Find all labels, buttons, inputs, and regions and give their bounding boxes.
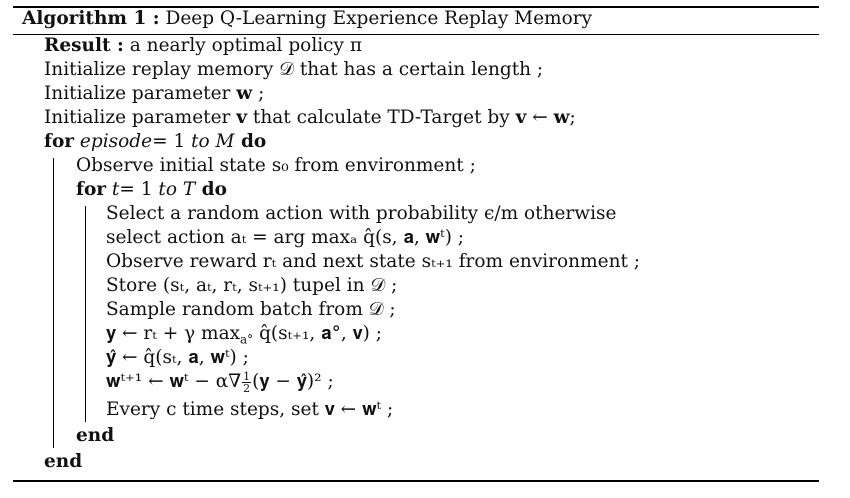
store-line: Store (sₜ, aₜ, rₜ, sₜ₊₁) tupel in 𝒟 ;: [106, 275, 398, 296]
fraction-numerator: 1: [242, 369, 252, 383]
end-outer-line: end: [44, 450, 82, 474]
algorithm-label: Algorithm 1 :: [22, 8, 160, 29]
top-rule: [13, 6, 819, 8]
fraction-denominator: 2: [243, 381, 251, 395]
init-memory-line: Initialize replay memory 𝒟 that has a ce…: [44, 59, 544, 80]
episode-to: to M: [191, 131, 235, 152]
t-eq: = 1: [119, 179, 159, 200]
observe-reward-line: Observe reward rₜ and next state sₜ₊₁ fr…: [106, 251, 641, 272]
algorithm-title: Algorithm 1 : Deep Q-Learning Experience…: [22, 7, 592, 31]
w-update-rest: (𝐲 − 𝐲̂)² ;: [252, 371, 334, 392]
episode-var: episode: [74, 131, 153, 152]
w-update-line: 𝐰ᵗ⁺¹ ← 𝐰ᵗ − α∇ 1 2 (𝐲 − 𝐲̂)² ;: [106, 370, 334, 394]
init-w-end: ;: [252, 83, 265, 104]
for-keyword: for: [44, 131, 75, 152]
step-block-bar: [85, 206, 86, 422]
y-update-rest: q̂(sₜ₊₁, 𝐚°, 𝐯) ;: [253, 323, 382, 344]
init-v-var: v: [236, 107, 248, 128]
for-episode-line: for episode= 1 to M do: [44, 130, 266, 154]
t-var: t: [106, 179, 120, 200]
yhat-update-line: 𝐲̂ ← q̂(sₜ, 𝐚, 𝐰ᵗ) ;: [106, 347, 249, 368]
every-c-line: Every c time steps, set 𝐯 ← 𝐰ᵗ ;: [106, 399, 394, 420]
observe-initial-line: Observe initial state s₀ from environmen…: [76, 155, 476, 176]
result-line: Result : a nearly optimal policy π: [44, 34, 362, 58]
do-t-keyword: do: [195, 179, 227, 200]
init-v-expr-a: v: [515, 107, 527, 128]
do-keyword: do: [234, 131, 267, 152]
init-v-mid: that calculate TD-Target by: [247, 107, 516, 128]
init-v-text: Initialize parameter: [44, 107, 237, 128]
bottom-rule: [13, 480, 819, 482]
y-update-sub: a°: [240, 332, 254, 347]
y-update-line: 𝐲 ← rₜ + γ maxa° q̂(sₜ₊₁, 𝐚°, 𝐯) ;: [106, 322, 382, 346]
init-v-expr-b: w: [553, 107, 570, 128]
init-v-line: Initialize parameter v that calculate TD…: [44, 106, 576, 130]
result-keyword: Result :: [44, 35, 124, 56]
init-w-line: Initialize parameter w ;: [44, 82, 264, 106]
init-v-end: ;: [569, 107, 576, 128]
algorithm-name: Deep Q-Learning Experience Replay Memory: [165, 8, 593, 29]
select-random-line: Select a random action with probability …: [106, 203, 617, 224]
sample-line: Sample random batch from 𝒟 ;: [106, 299, 396, 320]
end-inner-keyword: end: [76, 425, 115, 446]
end-inner-line: end: [76, 424, 114, 448]
for-t-line: for t= 1 to T do: [76, 178, 227, 202]
episode-block-bar: [53, 158, 54, 448]
init-w-text: Initialize parameter: [44, 83, 237, 104]
init-w-var: w: [236, 83, 253, 104]
t-to: to T: [158, 179, 196, 200]
y-update-text: 𝐲 ← rₜ + γ max: [106, 323, 241, 344]
end-outer-keyword: end: [44, 451, 83, 472]
w-update-text: 𝐰ᵗ⁺¹ ← 𝐰ᵗ − α∇: [106, 371, 242, 392]
init-v-arrow: ←: [526, 107, 554, 128]
for-t-keyword: for: [76, 179, 107, 200]
select-action-line: select action aₜ = arg maxₐ q̂(s, 𝐚, 𝐰ᵗ)…: [106, 227, 465, 248]
result-text: a nearly optimal policy π: [123, 35, 363, 56]
title-rule: [13, 34, 819, 35]
episode-eq: = 1: [152, 131, 192, 152]
